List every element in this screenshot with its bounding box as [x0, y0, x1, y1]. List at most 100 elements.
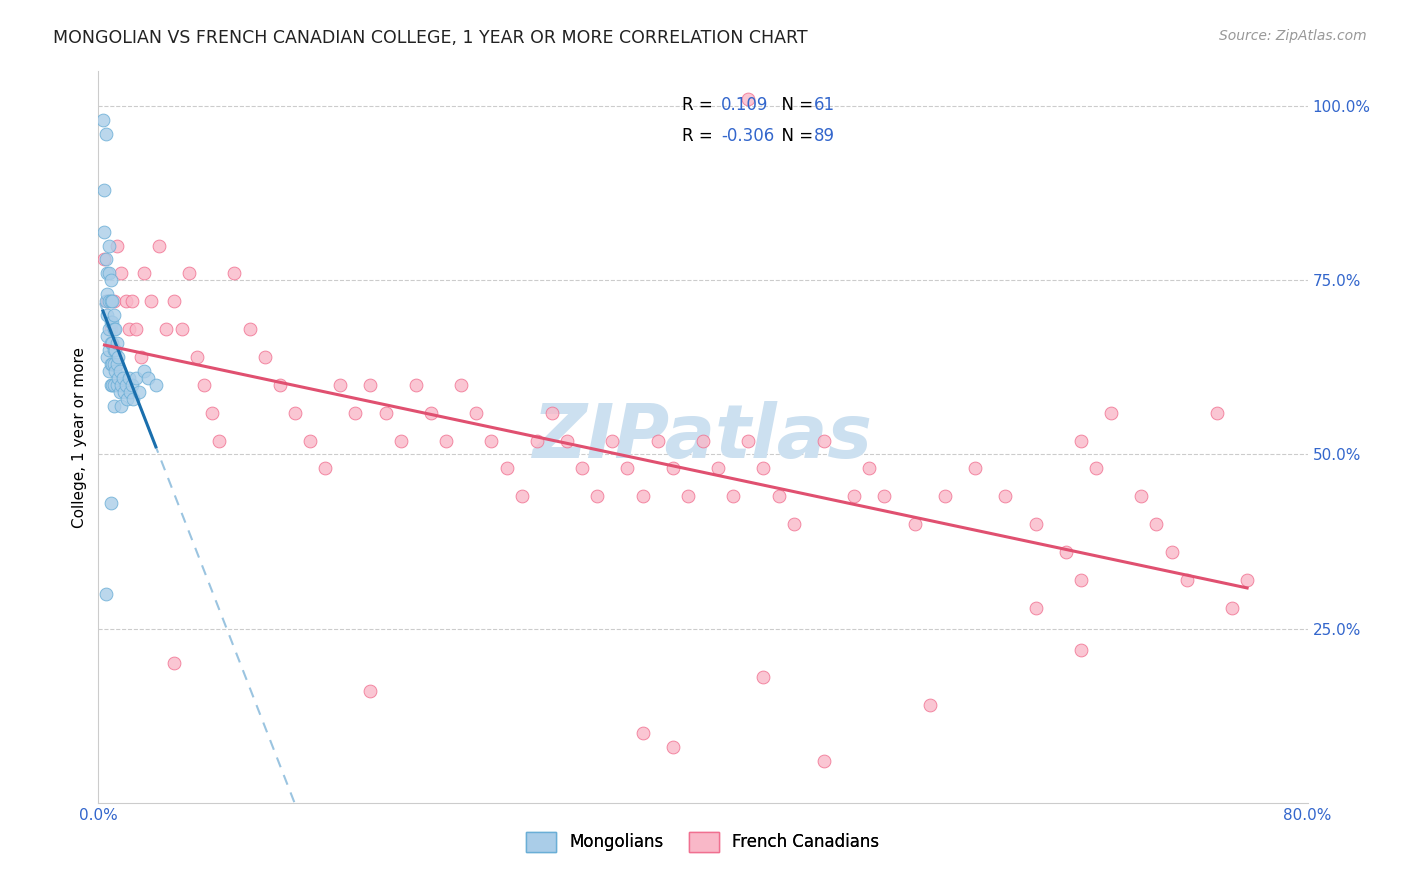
Point: [118, 322, 141, 336]
Point: [676, 489, 699, 503]
Point: [132, 266, 155, 280]
Point: [314, 461, 336, 475]
Point: [163, 294, 186, 309]
Point: [98, 238, 121, 252]
Point: [105, 336, 128, 351]
Point: [253, 350, 276, 364]
Point: [526, 434, 548, 448]
Point: [93, 225, 115, 239]
Point: [93, 252, 115, 267]
Point: [193, 377, 215, 392]
Point: [108, 384, 131, 399]
Text: -0.306: -0.306: [721, 127, 775, 145]
Point: [100, 357, 122, 371]
Point: [918, 698, 941, 713]
Point: [121, 377, 143, 392]
Text: 89: 89: [814, 127, 835, 145]
Point: [101, 357, 124, 371]
Point: [132, 364, 155, 378]
Point: [96, 287, 118, 301]
Point: [100, 315, 122, 329]
Point: [105, 377, 128, 392]
Point: [934, 489, 956, 503]
Point: [98, 343, 121, 357]
Point: [1175, 573, 1198, 587]
Point: [96, 294, 118, 309]
Point: [96, 308, 118, 322]
Point: [101, 315, 124, 329]
Point: [121, 294, 143, 309]
Point: [96, 350, 118, 364]
Point: [125, 371, 148, 385]
Point: [125, 322, 148, 336]
Point: [420, 406, 443, 420]
Text: Source: ZipAtlas.com: Source: ZipAtlas.com: [1219, 29, 1367, 43]
Point: [844, 489, 866, 503]
Point: [186, 350, 208, 364]
Point: [100, 496, 122, 510]
Point: [101, 336, 124, 351]
Point: [723, 489, 745, 503]
Point: [141, 294, 163, 309]
Point: [145, 377, 167, 392]
Text: MONGOLIAN VS FRENCH CANADIAN COLLEGE, 1 YEAR OR MORE CORRELATION CHART: MONGOLIAN VS FRENCH CANADIAN COLLEGE, 1 …: [53, 29, 808, 46]
Point: [813, 434, 835, 448]
Point: [103, 343, 125, 357]
Point: [1070, 573, 1092, 587]
Point: [94, 294, 117, 309]
Point: [813, 754, 835, 768]
Point: [1024, 517, 1046, 532]
Point: [783, 517, 806, 532]
Point: [179, 266, 201, 280]
Point: [118, 371, 141, 385]
Point: [103, 294, 125, 309]
Point: [110, 399, 132, 413]
Text: 0.109: 0.109: [721, 96, 769, 114]
Point: [1236, 573, 1258, 587]
Point: [994, 489, 1017, 503]
Point: [208, 434, 231, 448]
Point: [108, 364, 131, 378]
Point: [269, 377, 291, 392]
Point: [1099, 406, 1122, 420]
Point: [100, 273, 122, 287]
Point: [93, 183, 115, 197]
Point: [101, 377, 124, 392]
Point: [737, 92, 759, 106]
Point: [586, 489, 609, 503]
Point: [98, 266, 121, 280]
Point: [104, 343, 127, 357]
Point: [661, 740, 683, 755]
Point: [100, 294, 122, 309]
Text: 61: 61: [814, 96, 835, 114]
Point: [148, 238, 170, 252]
Point: [98, 294, 121, 309]
Point: [98, 364, 121, 378]
Point: [115, 392, 138, 406]
Point: [602, 434, 624, 448]
Point: [103, 357, 125, 371]
Point: [114, 294, 136, 309]
Point: [495, 461, 517, 475]
Point: [873, 489, 896, 503]
Point: [96, 266, 118, 280]
Point: [105, 238, 128, 252]
Point: [1070, 642, 1092, 657]
Point: [752, 670, 775, 684]
Point: [114, 377, 136, 392]
Point: [107, 350, 129, 364]
Point: [344, 406, 367, 420]
Point: [136, 371, 159, 385]
Point: [103, 308, 125, 322]
Point: [111, 371, 134, 385]
Point: [692, 434, 714, 448]
Point: [103, 399, 125, 413]
Text: ZIPatlas: ZIPatlas: [533, 401, 873, 474]
Point: [1070, 434, 1092, 448]
Point: [110, 377, 132, 392]
Point: [239, 322, 262, 336]
Point: [616, 461, 638, 475]
Point: [1024, 600, 1046, 615]
Legend: Mongolians, French Canadians: Mongolians, French Canadians: [519, 823, 887, 860]
Point: [631, 726, 654, 740]
